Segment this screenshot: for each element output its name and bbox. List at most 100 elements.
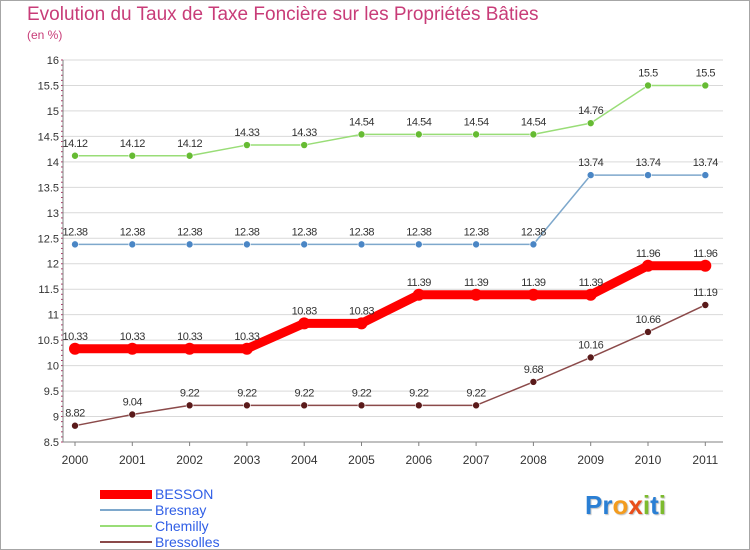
data-point-bressolles xyxy=(185,401,194,410)
legend-swatch xyxy=(100,525,152,527)
data-point-besson xyxy=(470,288,483,301)
y-tick-label: 13 xyxy=(47,208,59,220)
series-line-bresnay xyxy=(74,174,707,246)
x-tick-label: 2011 xyxy=(692,453,718,467)
data-point-chemilly xyxy=(701,81,710,90)
data-point-besson xyxy=(584,288,597,301)
data-point-besson xyxy=(699,259,712,272)
data-label-chemilly: 14.54 xyxy=(464,116,489,128)
data-point-bresnay xyxy=(71,240,79,249)
y-tick-label: 12.5 xyxy=(38,233,59,245)
data-point-bressolles xyxy=(71,421,79,430)
data-point-chemilly xyxy=(414,130,423,139)
series-line-besson xyxy=(70,261,710,354)
y-tick-label: 14 xyxy=(47,157,59,169)
data-point-besson xyxy=(355,317,368,330)
x-tick-label: 2009 xyxy=(577,453,604,467)
data-point-bressolles xyxy=(414,401,423,410)
data-point-chemilly xyxy=(586,119,595,127)
logo-letter: i xyxy=(642,490,651,520)
x-tick-label: 2006 xyxy=(405,453,432,467)
data-label-bresnay: 12.38 xyxy=(521,226,546,238)
x-tick-label: 2000 xyxy=(62,453,89,467)
data-point-chemilly xyxy=(644,81,652,90)
data-label-bressolles: 8.82 xyxy=(65,408,85,420)
data-point-bressolles xyxy=(586,353,595,362)
y-tick-label: 10.5 xyxy=(38,335,59,347)
data-label-chemilly: 15.5 xyxy=(638,67,658,79)
data-label-chemilly: 14.54 xyxy=(521,116,546,128)
logo-letter: o xyxy=(612,490,629,520)
data-point-besson xyxy=(240,342,253,355)
series-line-bressolles xyxy=(74,304,707,427)
legend-swatch xyxy=(100,541,152,543)
logo-letter: x xyxy=(628,490,643,520)
data-label-bressolles: 9.22 xyxy=(409,387,429,399)
x-tick-label: 2007 xyxy=(463,453,490,467)
legend-swatch xyxy=(100,489,152,499)
data-point-bressolles xyxy=(701,301,710,309)
data-labels: 8.82 9.04 9.22 9.22 9.22 9.22 9.22 9.22 9.68 10.1… xyxy=(62,67,718,419)
data-point-bressolles xyxy=(243,401,251,410)
series-group xyxy=(69,81,712,430)
y-tick-label: 11 xyxy=(48,310,59,322)
data-label-bressolles: 10.16 xyxy=(578,339,603,351)
data-label-bressolles: 9.22 xyxy=(352,387,372,399)
chart-title: Evolution du Taux de Taxe Foncière sur l… xyxy=(27,4,539,25)
y-tick-label: 9 xyxy=(53,412,59,424)
data-label-bresnay: 12.38 xyxy=(62,226,87,238)
data-point-besson xyxy=(183,342,196,355)
data-label-besson: 10.33 xyxy=(234,331,259,343)
data-point-besson xyxy=(527,288,540,301)
data-point-besson xyxy=(69,342,81,355)
data-label-chemilly: 14.12 xyxy=(177,138,202,150)
data-label-bresnay: 12.38 xyxy=(406,226,431,238)
grid xyxy=(63,59,723,443)
data-point-bressolles xyxy=(644,328,652,336)
y-tick-label: 15.5 xyxy=(38,80,59,92)
data-label-chemilly: 14.12 xyxy=(120,138,145,150)
data-label-bressolles: 9.22 xyxy=(180,387,200,399)
data-label-besson: 11.96 xyxy=(636,248,661,260)
data-point-besson xyxy=(642,259,654,272)
data-label-bressolles: 9.22 xyxy=(294,387,314,399)
data-point-bressolles xyxy=(472,401,480,410)
data-label-chemilly: 14.76 xyxy=(578,105,603,117)
data-label-bresnay: 12.38 xyxy=(292,226,317,238)
data-label-chemilly: 15.5 xyxy=(696,67,716,79)
data-label-bresnay: 13.74 xyxy=(635,157,660,169)
legend-label: Bresnay xyxy=(155,502,207,518)
data-label-bressolles: 11.19 xyxy=(693,287,718,299)
legend-label: Chemilly xyxy=(155,518,209,534)
legend-swatch xyxy=(100,509,152,511)
data-label-bresnay: 13.74 xyxy=(578,157,603,169)
data-label-besson: 10.33 xyxy=(62,331,87,343)
x-tick-label: 2008 xyxy=(520,453,547,467)
data-point-bresnay xyxy=(644,171,652,179)
y-tick-label: 14.5 xyxy=(38,131,59,143)
data-label-bresnay: 12.38 xyxy=(349,226,374,238)
data-label-besson: 11.96 xyxy=(693,248,718,260)
data-point-bresnay xyxy=(701,171,710,179)
data-label-bresnay: 12.38 xyxy=(120,226,145,238)
data-label-besson: 11.39 xyxy=(464,277,489,289)
data-point-chemilly xyxy=(529,130,538,139)
data-label-bresnay: 12.38 xyxy=(234,226,259,238)
legend-label: Bressolles xyxy=(155,534,220,550)
data-label-besson: 11.39 xyxy=(407,277,432,289)
data-point-bresnay xyxy=(185,240,194,249)
data-label-besson: 11.39 xyxy=(579,277,604,289)
data-point-bressolles xyxy=(529,378,538,386)
data-label-chemilly: 14.12 xyxy=(62,138,87,150)
data-point-bresnay xyxy=(586,171,595,179)
y-tick-label: 16 xyxy=(47,55,59,67)
logo-letter: i xyxy=(658,490,666,520)
data-point-besson xyxy=(298,317,311,330)
data-label-besson: 10.33 xyxy=(177,331,202,343)
data-point-chemilly xyxy=(128,151,137,160)
data-point-bresnay xyxy=(300,240,309,249)
data-point-chemilly xyxy=(300,141,309,149)
data-label-bressolles: 9.22 xyxy=(237,387,257,399)
data-point-chemilly xyxy=(71,151,79,160)
data-label-besson: 10.33 xyxy=(120,331,145,343)
